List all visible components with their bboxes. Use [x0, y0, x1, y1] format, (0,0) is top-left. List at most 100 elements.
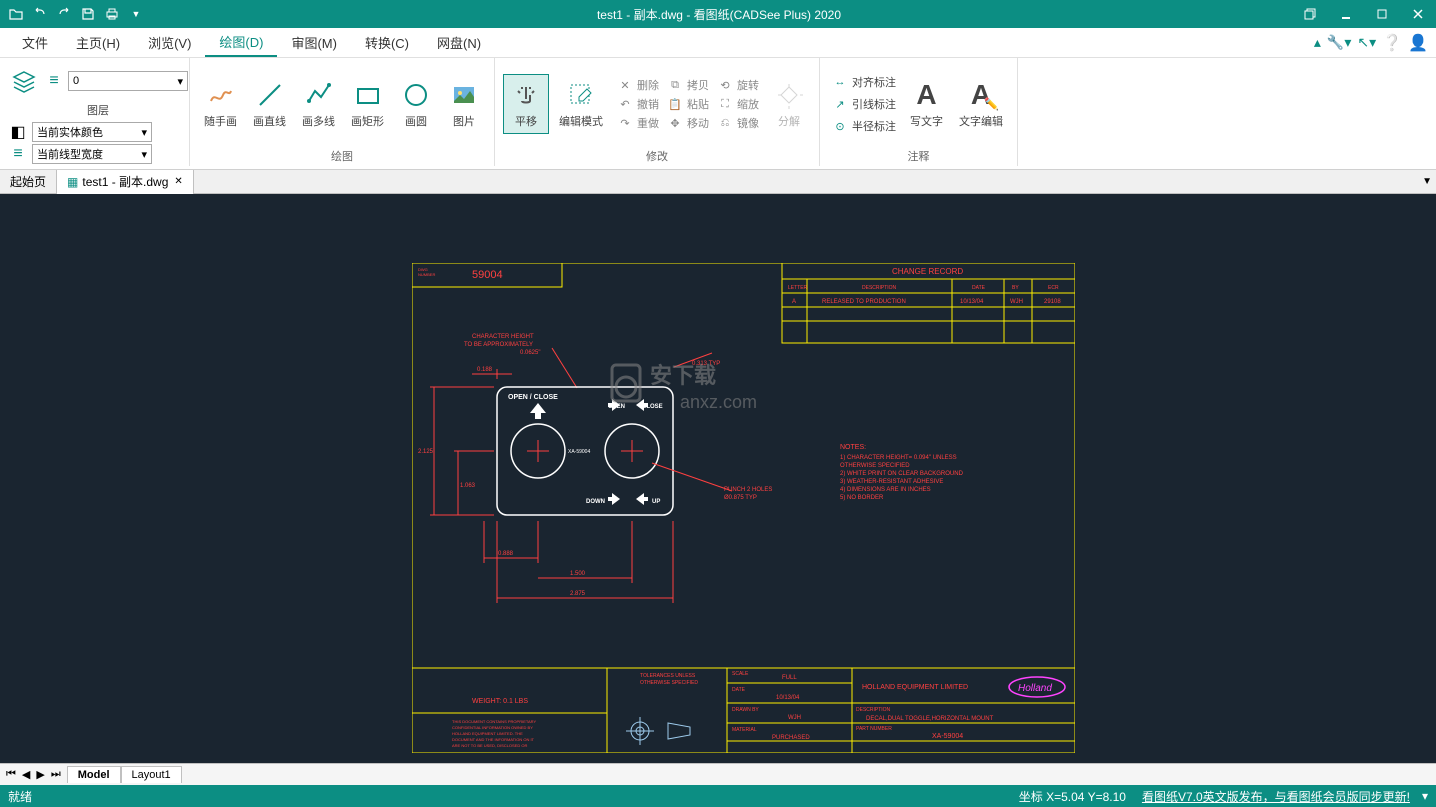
svg-text:CONFIDENTIAL INFORMATION OWNED: CONFIDENTIAL INFORMATION OWNED BY [452, 725, 533, 730]
pan-button[interactable]: 平移 [503, 74, 549, 134]
status-link[interactable]: 看图纸V7.0英文版发布，与看图纸会员版同步更新! [1142, 788, 1410, 805]
undo-button[interactable]: ↶撤销 [613, 95, 663, 113]
svg-text:1.500: 1.500 [570, 571, 586, 577]
aligned-dim-button[interactable]: ↔对齐标注 [828, 73, 900, 91]
svg-text:Ø0.875 TYP: Ø0.875 TYP [724, 495, 757, 501]
chevron-down-icon[interactable]: ▼ [126, 4, 146, 24]
svg-text:4) DIMENSIONS ARE IN INCHES: 4) DIMENSIONS ARE IN INCHES [840, 487, 931, 493]
text-button[interactable]: A写文字 [904, 75, 949, 133]
svg-text:BY: BY [1012, 285, 1019, 291]
minimize-icon[interactable] [1328, 0, 1364, 28]
tab-close-icon[interactable]: ✕ [174, 176, 182, 187]
text-edit-button[interactable]: A✏️文字编辑 [953, 75, 1009, 133]
svg-text:DOCUMENT AND THE INFORMATION O: DOCUMENT AND THE INFORMATION ON IT [452, 737, 535, 742]
redo-button[interactable]: ↷重做 [613, 114, 663, 132]
undo-icon[interactable] [30, 4, 50, 24]
menubar-right-icons: ▴ 🔧▾ ↖▾ ❔ 👤 [1314, 33, 1428, 53]
menu-home[interactable]: 主页(H) [62, 29, 134, 56]
tab-model[interactable]: Model [67, 766, 121, 783]
print-icon[interactable] [102, 4, 122, 24]
menu-file[interactable]: 文件 [8, 29, 62, 56]
statusbar: 就绪 坐标 X=5.04 Y=8.10 看图纸V7.0英文版发布，与看图纸会员版… [0, 785, 1436, 807]
svg-text:THIS DOCUMENT CONTAINS PROPRIE: THIS DOCUMENT CONTAINS PROPRIETARY [452, 719, 536, 724]
menu-convert[interactable]: 转换(C) [351, 29, 423, 56]
collapse-ribbon-icon[interactable]: ▴ [1314, 34, 1321, 51]
open-icon[interactable] [6, 4, 26, 24]
layers-icon[interactable] [8, 62, 40, 102]
svg-text:WJH: WJH [1010, 299, 1023, 305]
close-icon[interactable] [1400, 0, 1436, 28]
status-ready: 就绪 [8, 788, 1019, 805]
annotation-group-label: 注释 [828, 146, 1009, 166]
svg-text:WJH: WJH [788, 715, 801, 721]
menu-draw[interactable]: 绘图(D) [205, 28, 277, 57]
menu-review[interactable]: 审图(M) [277, 29, 351, 56]
svg-text:LETTER: LETTER [788, 285, 808, 291]
svg-text:OPEN / CLOSE: OPEN / CLOSE [508, 394, 558, 401]
tab-file[interactable]: ▦ test1 - 副本.dwg ✕ [57, 170, 194, 194]
svg-text:PART NUMBER: PART NUMBER [856, 726, 892, 732]
menu-cloud[interactable]: 网盘(N) [423, 29, 495, 56]
tab-layout1[interactable]: Layout1 [121, 766, 182, 783]
copy-button[interactable]: ⧉拷贝 [663, 76, 713, 94]
ribbon-group-modify: 平移 编辑模式 ✕删除 ⧉拷贝 ⟲旋转 ↶撤销 📋粘贴 ⛶缩放 ↷重做 ✥移动 … [495, 58, 820, 166]
save-icon[interactable] [78, 4, 98, 24]
image-button[interactable]: 图片 [442, 75, 486, 133]
help-icon[interactable]: ❔ [1382, 33, 1402, 53]
freehand-button[interactable]: 随手画 [198, 75, 243, 133]
color-combo[interactable]: 当前实体颜色▾ [32, 122, 152, 142]
svg-text:CHARACTER HEIGHT: CHARACTER HEIGHT [472, 334, 534, 340]
svg-text:0.888: 0.888 [498, 551, 514, 557]
maximize-icon[interactable] [1364, 0, 1400, 28]
leader-dim-button[interactable]: ↗引线标注 [828, 95, 900, 113]
last-icon[interactable]: ⏭ [49, 768, 63, 781]
ribbon-group-layer: ≡ 0▾ 图层 ◧ 当前实体颜色▾ ≡ 当前线型宽度▾ 特性 [0, 58, 190, 166]
menu-view[interactable]: 浏览(V) [134, 29, 205, 56]
next-icon[interactable]: ▶ [34, 768, 46, 781]
status-dropdown-icon[interactable]: ▾ [1422, 789, 1428, 803]
first-icon[interactable]: ⏮ [4, 768, 18, 781]
draw-group-label: 绘图 [198, 146, 486, 166]
svg-text:安下载: 安下载 [650, 363, 716, 388]
dwg-icon: ▦ [67, 175, 78, 189]
svg-text:MATERIAL: MATERIAL [732, 727, 757, 733]
wrench-icon[interactable]: 🔧▾ [1327, 34, 1351, 51]
edit-mode-button[interactable]: 编辑模式 [553, 75, 609, 133]
svg-text:ECR: ECR [1048, 285, 1059, 291]
user-icon[interactable]: 👤 [1408, 33, 1428, 53]
modify-group-label: 修改 [503, 146, 811, 166]
scale-button[interactable]: ⛶缩放 [713, 95, 763, 113]
rotate-button[interactable]: ⟲旋转 [713, 76, 763, 94]
restore-down-icon[interactable] [1292, 0, 1328, 28]
ribbon-group-annotation: ↔对齐标注 ↗引线标注 ⊙半径标注 A写文字 A✏️文字编辑 注释 [820, 58, 1018, 166]
explode-button[interactable]: 分解 [767, 75, 811, 133]
tab-start[interactable]: 起始页 [0, 170, 57, 194]
layer-combo[interactable]: 0▾ [68, 71, 188, 91]
tabs-dropdown-icon[interactable]: ▼ [1422, 176, 1432, 187]
svg-text:HOLLAND EQUIPMENT LIMITED: HOLLAND EQUIPMENT LIMITED [862, 684, 968, 691]
circle-button[interactable]: 画圆 [394, 75, 438, 133]
drawing-canvas[interactable]: DWG NUMBER 59004 CHANGE RECORD LETTER DE… [0, 194, 1436, 763]
rect-button[interactable]: 画矩形 [345, 75, 390, 133]
polyline-button[interactable]: 画多线 [296, 75, 341, 133]
linetype-icon: ≡ [8, 145, 28, 163]
linetype-combo[interactable]: 当前线型宽度▾ [32, 144, 152, 164]
layer-panel: ≡ 0▾ 图层 ◧ 当前实体颜色▾ ≡ 当前线型宽度▾ [8, 62, 188, 166]
paste-button[interactable]: 📋粘贴 [663, 95, 713, 113]
layer-state-icon: ≡ [44, 72, 64, 90]
mirror-button[interactable]: ⎌镜像 [713, 114, 763, 132]
svg-text:A: A [792, 299, 796, 305]
svg-text:10/13/04: 10/13/04 [776, 695, 800, 701]
delete-button[interactable]: ✕删除 [613, 76, 663, 94]
radius-dim-button[interactable]: ⊙半径标注 [828, 117, 900, 135]
svg-text:TOLERANCES UNLESS: TOLERANCES UNLESS [640, 673, 696, 679]
dimension-buttons: ↔对齐标注 ↗引线标注 ⊙半径标注 [828, 73, 900, 135]
svg-text:DECAL,DUAL TOGGLE,HORIZONTAL M: DECAL,DUAL TOGGLE,HORIZONTAL MOUNT [866, 716, 994, 722]
prev-icon[interactable]: ◀ [20, 768, 32, 781]
move-button[interactable]: ✥移动 [663, 114, 713, 132]
redo-icon[interactable] [54, 4, 74, 24]
line-button[interactable]: 画直线 [247, 75, 292, 133]
titlebar: ▼ test1 - 副本.dwg - 看图纸(CADSee Plus) 2020 [0, 0, 1436, 28]
svg-text:DATE: DATE [972, 285, 986, 291]
cursor-icon[interactable]: ↖▾ [1357, 34, 1376, 51]
